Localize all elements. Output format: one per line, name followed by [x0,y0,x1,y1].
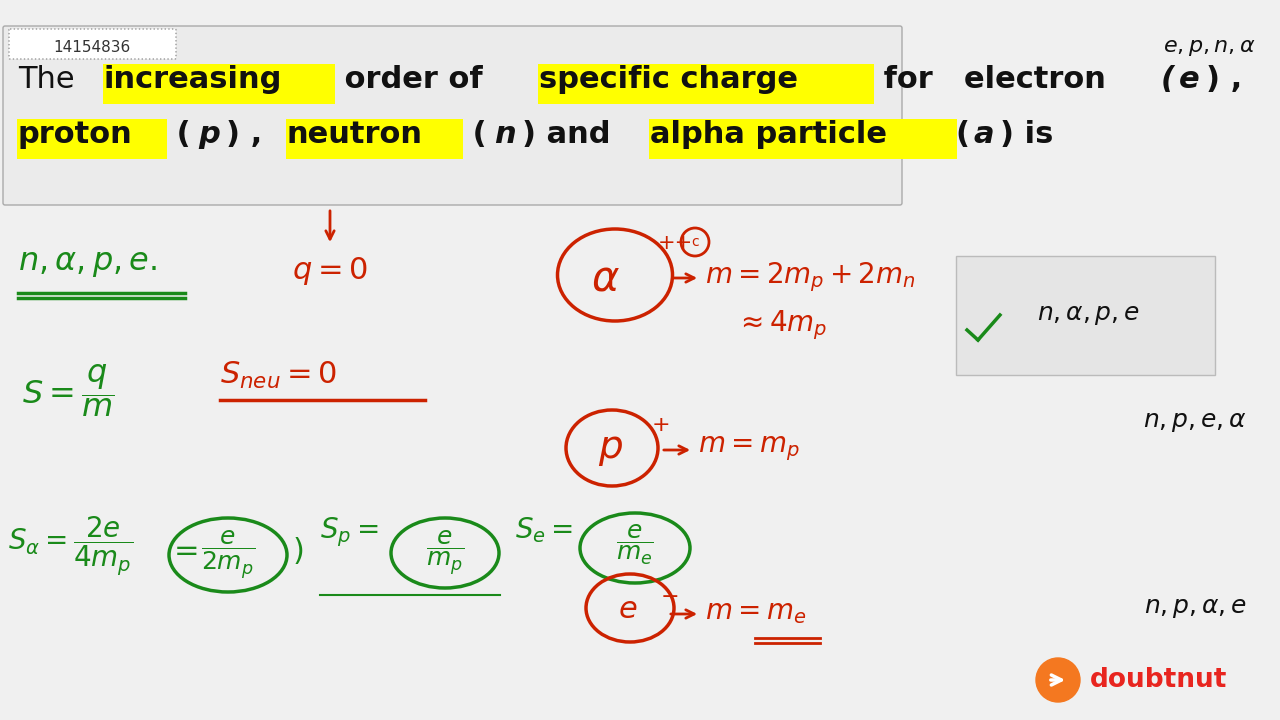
Text: $=$: $=$ [168,535,198,564]
Text: $n, \alpha, p, e.$: $n, \alpha, p, e.$ [18,248,157,279]
Text: a: a [974,120,995,149]
Text: $e$: $e$ [618,595,637,624]
Text: $S_\alpha = \dfrac{2e}{4m_p}$: $S_\alpha = \dfrac{2e}{4m_p}$ [8,515,133,578]
Text: order of: order of [334,65,493,94]
Text: $q = 0$: $q = 0$ [292,255,369,287]
Text: $n, p, e, \alpha$: $n, p, e, \alpha$ [1143,410,1247,434]
FancyBboxPatch shape [285,119,463,158]
Text: $\approx 4m_p$: $\approx 4m_p$ [735,308,827,341]
Text: $-$: $-$ [660,585,678,605]
Text: proton: proton [18,120,133,149]
Text: $m = 2m_p + 2m_n$: $m = 2m_p + 2m_n$ [705,260,915,294]
Text: $\alpha$: $\alpha$ [590,257,620,299]
Text: ) ,: ) , [227,120,273,149]
Text: $\dfrac{e}{m_e}$: $\dfrac{e}{m_e}$ [616,523,654,567]
Text: (: ( [1161,65,1175,94]
FancyBboxPatch shape [649,119,956,158]
Text: $\dfrac{e}{2m_p}$: $\dfrac{e}{2m_p}$ [201,528,255,581]
Text: $n, \alpha, p, e$: $n, \alpha, p, e$ [1037,303,1139,327]
Text: $p$: $p$ [598,430,622,468]
Text: $m = m_e$: $m = m_e$ [705,598,806,626]
Text: $S_{neu} = 0$: $S_{neu} = 0$ [220,360,337,391]
FancyBboxPatch shape [102,64,335,104]
Text: n: n [494,120,516,149]
Text: c: c [691,235,699,249]
FancyBboxPatch shape [9,29,177,59]
FancyBboxPatch shape [17,119,168,158]
FancyBboxPatch shape [956,256,1215,375]
Text: ++: ++ [658,233,694,253]
Text: $S = \dfrac{q}{m}$: $S = \dfrac{q}{m}$ [22,362,115,419]
Text: $S_e =$: $S_e =$ [515,515,573,545]
Text: ) and: ) and [522,120,621,149]
Text: $S_p =$: $S_p =$ [320,515,379,549]
FancyBboxPatch shape [3,26,902,205]
Text: ) ,: ) , [1206,65,1242,94]
Text: $m = m_p$: $m = m_p$ [698,434,800,463]
Text: (: ( [956,120,969,149]
Text: (: ( [166,120,191,149]
Text: ) is: ) is [1000,120,1053,149]
Text: $e, p, n, \alpha$: $e, p, n, \alpha$ [1162,38,1254,58]
Text: (: ( [462,120,486,149]
Text: $)$: $)$ [292,535,303,566]
Text: $\dfrac{e}{m_p}$: $\dfrac{e}{m_p}$ [426,528,465,577]
Text: alpha particle: alpha particle [650,120,887,149]
Text: neutron: neutron [287,120,422,149]
Text: for: for [873,65,943,94]
Text: doubtnut: doubtnut [1091,667,1228,693]
Text: electron: electron [964,65,1116,94]
FancyBboxPatch shape [539,64,874,104]
Circle shape [1036,658,1080,702]
Text: e: e [1179,65,1199,94]
Text: $n, p, \alpha, e$: $n, p, \alpha, e$ [1143,596,1247,620]
Text: The: The [18,65,84,94]
Text: p: p [198,120,220,149]
Text: +: + [652,415,671,435]
Text: specific charge: specific charge [539,65,799,94]
Text: increasing: increasing [104,65,282,94]
Text: 14154836: 14154836 [54,40,131,55]
